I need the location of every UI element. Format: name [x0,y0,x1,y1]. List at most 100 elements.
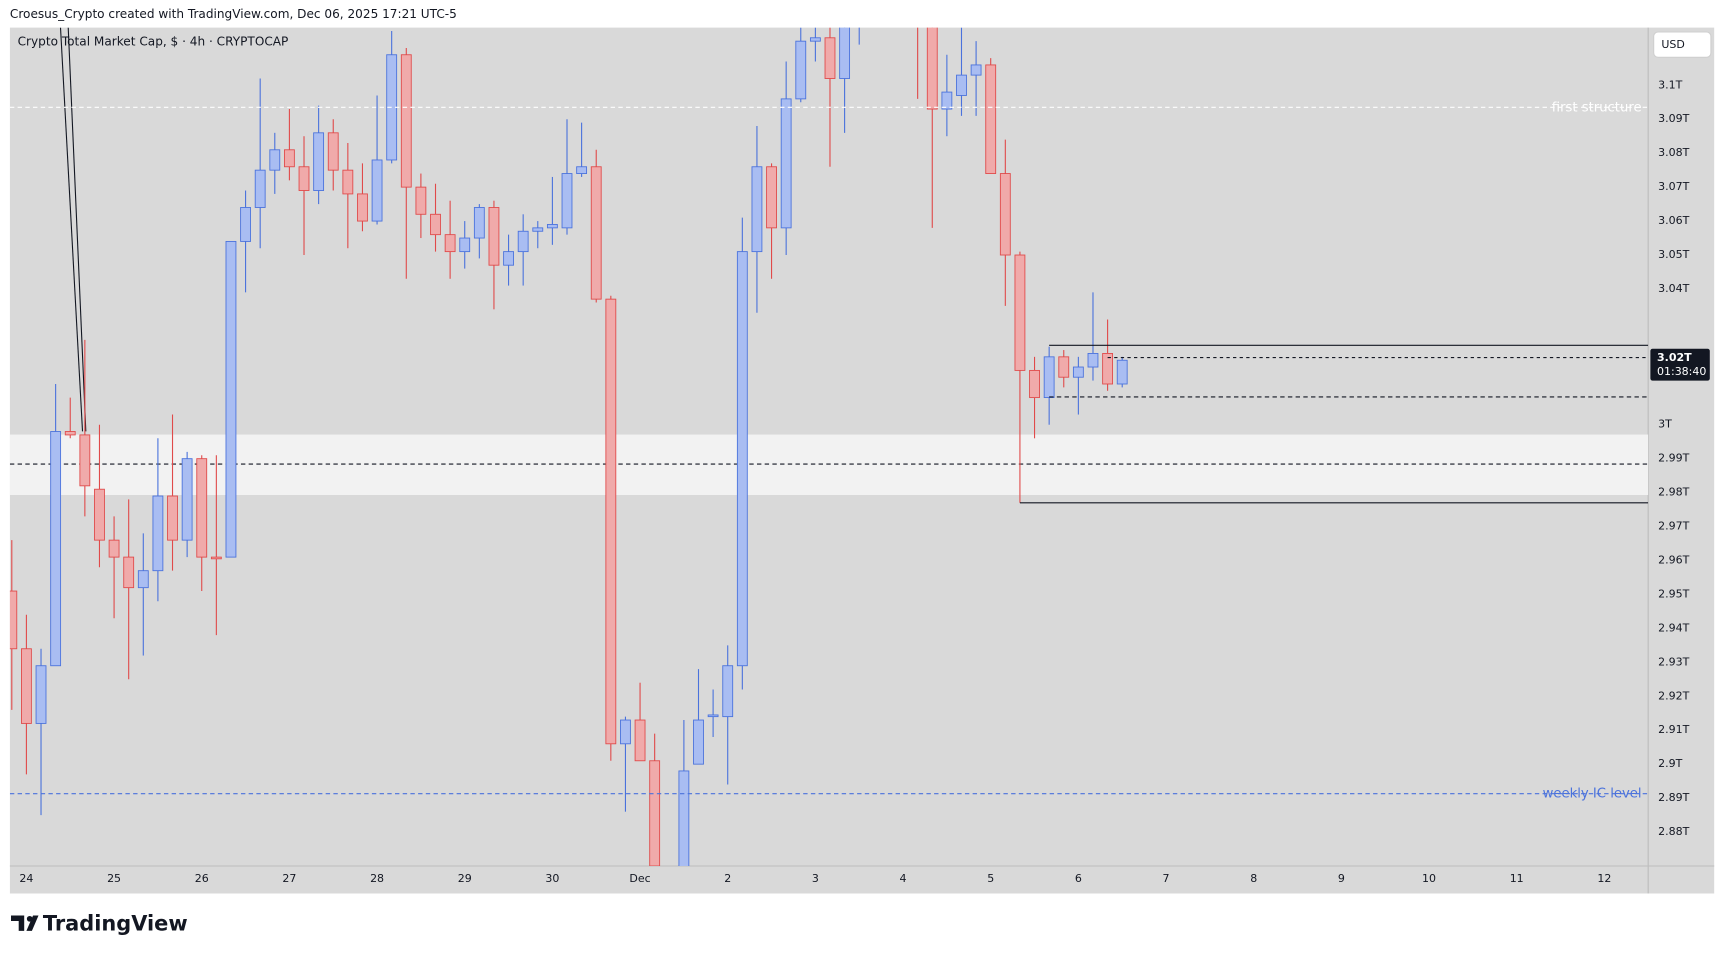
x-tick-label: 8 [1250,872,1257,885]
candle-body [532,227,544,232]
candle-body [108,539,120,558]
candle-body [342,169,354,195]
y-tick-label: 3.1T [1658,78,1682,91]
candle-body [956,74,967,96]
candle-body [152,495,164,572]
y-tick-label: 3.09T [1658,112,1689,125]
candle-body [269,149,281,171]
y-tick-label: 2.88T [1658,825,1689,838]
candle-body [123,556,135,589]
brand: TradingView [43,911,188,935]
header: Croesus_Crypto created with TradingView.… [10,7,457,21]
x-tick-label: 10 [1422,872,1436,885]
candle-body [225,240,237,558]
symbol-title: Crypto Total Market Cap, $ · 4h · CRYPTO… [18,34,289,48]
candle-body [634,719,646,762]
x-tick-label: 3 [812,872,819,885]
candle-body [999,173,1011,256]
candle-body [254,169,266,208]
y-tick-label: 2.95T [1658,587,1689,600]
candle-body [313,132,325,191]
drawings [59,27,87,432]
candle-body [415,186,427,215]
y-tick-label: 2.96T [1658,554,1689,567]
y-tick-label: 3.07T [1658,180,1689,193]
candle-body [64,431,76,436]
brand-logo: TradingView [11,911,188,935]
candle-body [400,54,412,188]
y-tick-label: 2.93T [1658,655,1689,668]
candle-body [736,251,748,667]
candle-body [970,64,982,76]
x-tick-label: 30 [545,872,559,885]
x-tick-label: 2 [724,872,731,885]
candle-body [444,234,456,253]
candle-body [473,207,485,239]
candle-body [430,213,441,236]
candle-body [210,556,222,560]
current-price-label: 3.02T [1657,351,1692,364]
countdown: 01:38:40 [1657,365,1706,378]
candle-body [167,495,178,541]
y-tick-label: 3.06T [1658,214,1689,227]
candle-body [1043,356,1055,399]
candle-body [546,224,558,229]
candle-body [780,98,792,229]
candle-body [21,648,32,724]
x-tick-label: 5 [987,872,994,885]
x-tick-label: Dec [629,872,650,885]
candle-body [839,27,851,79]
candle-body [181,458,193,541]
y-tick-label: 2.9T [1658,757,1682,770]
candle-body [1072,366,1084,378]
candle-body [327,132,339,171]
candle-body [137,570,149,589]
candle-body [50,431,62,667]
candle-body [1102,353,1114,385]
x-tick-label: 26 [195,872,209,885]
candle-body [94,488,105,541]
candle-body [1116,359,1128,385]
candle-body [298,166,310,191]
y-tick-label: 2.91T [1658,723,1689,736]
candle-body [678,770,690,866]
x-tick-label: 24 [19,872,33,885]
y-tick-label: 2.89T [1658,791,1689,804]
y-tick-label: 2.94T [1658,621,1689,634]
x-tick-label: 4 [900,872,907,885]
x-tick-label: 7 [1163,872,1170,885]
currency-button[interactable] [1653,31,1712,58]
candle-body [459,237,471,253]
x-tick-label: 29 [458,872,472,885]
x-tick-label: 12 [1597,872,1611,885]
price-axis [1648,27,1715,866]
candle-body [517,230,529,253]
y-tick-label: 2.98T [1658,486,1689,499]
candle-body [503,251,514,266]
current-price-box [1650,348,1710,381]
candle-body [985,64,997,174]
candle-body [620,719,631,745]
y-tick-label: 2.97T [1658,520,1689,533]
y-tick-label: 3T [1658,418,1672,431]
candle-body [561,173,573,229]
candle-body [9,590,18,650]
candle-body [79,434,91,487]
time-axis [9,865,1715,894]
candle-body [605,298,617,745]
candle-body [357,193,368,222]
candle-body [1058,356,1070,378]
candle-body [576,166,588,174]
candle-body [809,37,821,42]
overlays: 24 25 26 27 28 29 30 Dec 2 3 4 5 6 7 8 9 10 11 12 3.1T 3.09T… [19,78,1710,885]
candle-body [283,149,295,168]
candle-body [371,159,383,222]
currency: USD [1661,38,1685,51]
zone [9,434,1649,495]
y-tick-label: 3.05T [1658,248,1689,261]
y-tick-label: 3.08T [1658,146,1689,159]
candle-body [488,207,500,266]
x-tick-label: 27 [282,872,296,885]
candle-body [590,166,602,300]
